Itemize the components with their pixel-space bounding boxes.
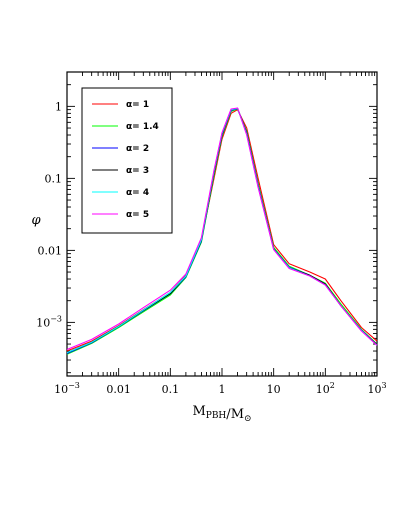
legend-label-1: α= 1 — [126, 100, 149, 110]
axis-tick-labels: 10−3 0.01 0.1 1 10 102 103 10−3 0.01 0.1 1 — [36, 100, 386, 396]
y-tick-label: 0.01 — [38, 244, 63, 257]
axis-ticks — [66, 71, 378, 376]
series-line-6 — [66, 107, 378, 351]
legend: α= 1 α= 1.4 α= 2 α= 3 α= 4 α= 5 — [81, 87, 173, 234]
legend-box — [81, 87, 173, 234]
x-tick-label: 103 — [367, 381, 386, 396]
legend-label-6: α= 5 — [126, 210, 149, 220]
y-axis-label: φ — [31, 213, 41, 228]
legend-label-5: α= 4 — [126, 188, 149, 198]
x-tick-label: 1 — [219, 383, 226, 396]
x-tick-label: 10 — [267, 383, 281, 396]
x-axis-label: MPBH/M⊙ — [192, 404, 251, 424]
x-tick-label: 0.1 — [162, 383, 180, 396]
x-tick-label: 102 — [316, 381, 335, 396]
series-lines — [66, 107, 378, 355]
legend-label-4: α= 3 — [126, 166, 149, 176]
legend-label-2: α= 1.4 — [126, 122, 159, 132]
y-tick-label: 0.1 — [45, 172, 63, 185]
y-tick-label: 1 — [55, 100, 62, 113]
y-tick-label: 10−3 — [36, 314, 62, 329]
series-line-2 — [66, 108, 378, 355]
x-tick-label: 10−3 — [54, 381, 80, 396]
legend-label-3: α= 2 — [126, 144, 149, 154]
x-tick-label: 0.01 — [106, 383, 131, 396]
